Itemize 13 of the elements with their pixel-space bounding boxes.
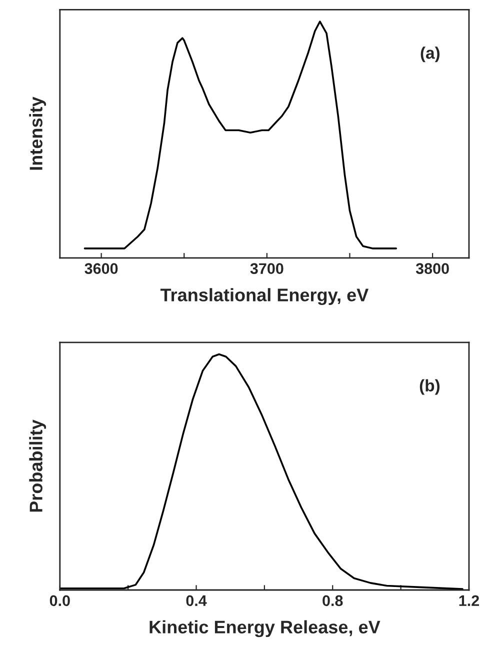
x-tick-label: 1.2	[459, 595, 479, 606]
y-axis-title: Intensity	[29, 96, 46, 170]
annotation: (a)	[420, 46, 440, 62]
x-tick-label: 0.4	[186, 595, 207, 606]
x-tick-label: 0.0	[50, 595, 70, 606]
x-tick-label: 3800	[416, 263, 449, 274]
x-tick-label: 0.8	[322, 595, 343, 606]
x-tick-label: 3600	[84, 263, 118, 274]
annotation: (b)	[420, 379, 440, 395]
x-axis-title: Translational Energy, eV	[160, 288, 369, 306]
x-axis-title: Kinetic Energy Release, eV	[150, 620, 380, 638]
x-tick-label: 3700	[250, 263, 284, 274]
y-axis-title: Probability	[29, 420, 46, 512]
